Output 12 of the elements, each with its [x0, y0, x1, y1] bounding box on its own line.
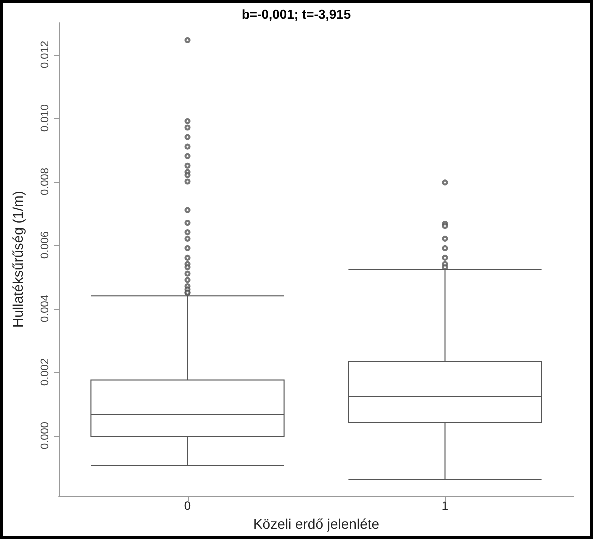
y-tick-label: 0.006 [40, 231, 52, 260]
chart-title: b=-0,001; t=-3,915 [242, 7, 352, 22]
x-tick-label: 1 [442, 499, 449, 514]
x-axis-title: Közeli erdő jelenléte [253, 516, 380, 532]
y-axis-title: Hullatéksűrűség (1/m) [10, 191, 26, 328]
y-tick-label: 0.012 [40, 40, 52, 69]
y-tick-label: 0.008 [40, 168, 52, 196]
y-tick-label: 0.002 [40, 358, 52, 386]
y-tick-label: 0.004 [40, 295, 52, 323]
y-tick-label: 0.000 [40, 422, 52, 450]
x-tick-label: 0 [184, 499, 192, 514]
y-tick-label: 0.010 [40, 104, 52, 132]
